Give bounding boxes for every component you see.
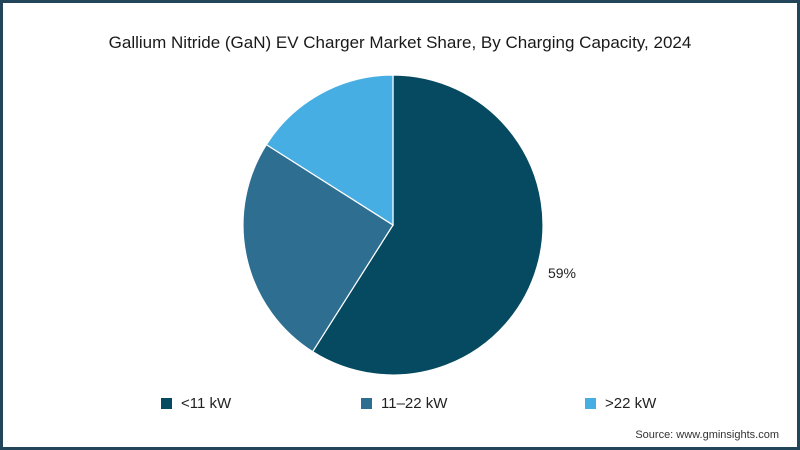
pie-slice-2 — [265, 74, 394, 227]
data-label-0: 59% — [548, 265, 576, 281]
pie-chart: 59% — [242, 74, 576, 376]
source-note: Source: www.gminsights.com — [635, 429, 779, 441]
legend-item-lt11: <11 kW — [161, 395, 231, 412]
legend-swatch-11-22 — [361, 398, 372, 409]
pie-slice-1 — [242, 143, 394, 353]
legend: <11 kW 11–22 kW >22 kW — [3, 395, 797, 417]
pie-slice-0 — [311, 74, 544, 376]
legend-item-11-22: 11–22 kW — [361, 395, 447, 412]
legend-swatch-lt11 — [161, 398, 172, 409]
legend-label-lt11: <11 kW — [181, 395, 232, 412]
legend-swatch-gt22 — [585, 398, 596, 409]
legend-item-gt22: >22 kW — [585, 395, 656, 412]
legend-label-11-22: 11–22 kW — [381, 395, 448, 412]
legend-label-gt22: >22 kW — [605, 395, 657, 412]
chart-title: Gallium Nitride (GaN) EV Charger Market … — [108, 33, 692, 52]
